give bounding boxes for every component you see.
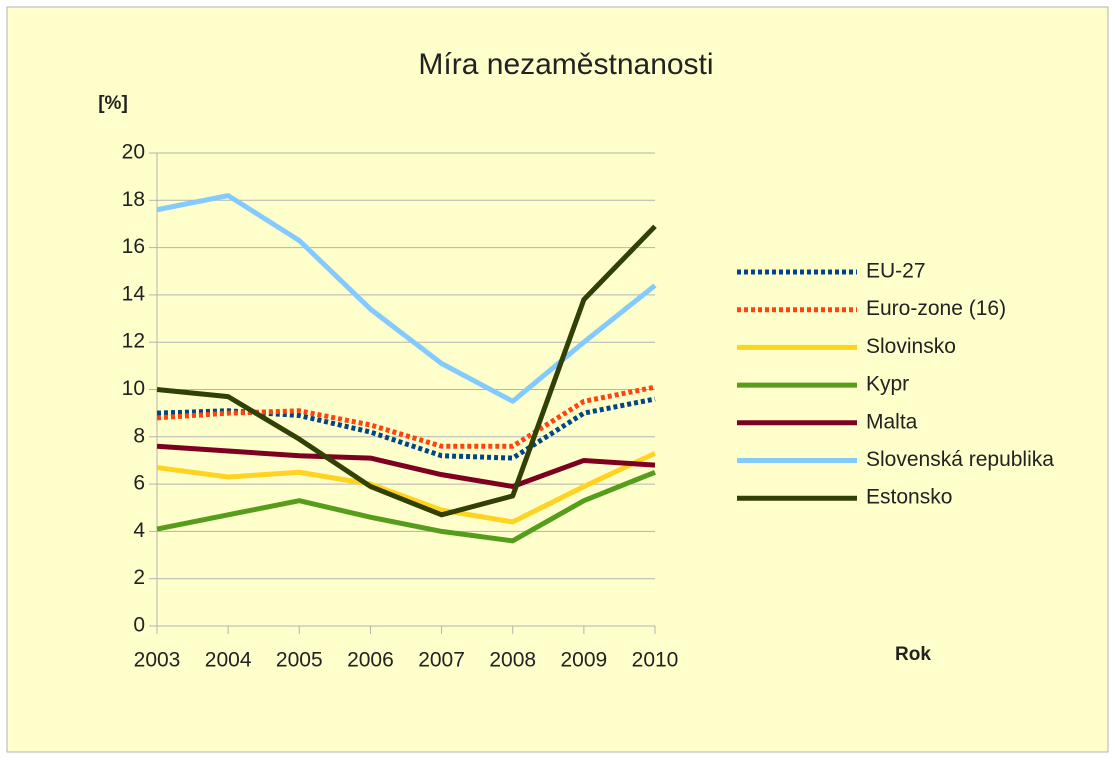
y-tick-label: 20	[122, 141, 145, 164]
x-tick-label: 2008	[489, 649, 536, 672]
legend-label: EU-27	[866, 260, 926, 283]
y-tick-label: 4	[133, 519, 145, 542]
x-tick-label: 2004	[205, 649, 252, 672]
y-tick-label: 2	[133, 566, 145, 589]
y-tick-label: 16	[122, 235, 145, 258]
legend-label: Slovenská republika	[866, 448, 1054, 471]
y-tick-label: 6	[133, 472, 145, 495]
y-axis-label: [%]	[98, 93, 128, 114]
series-line	[156, 396, 656, 461]
x-tick-label: 2003	[134, 649, 181, 672]
series-line	[156, 193, 657, 404]
legend-label: Slovinsko	[866, 335, 956, 358]
y-tick-label: 10	[122, 377, 145, 400]
y-tick-label: 12	[122, 330, 145, 353]
y-tick-label: 14	[122, 282, 146, 305]
legend-label: Estonsko	[866, 486, 952, 509]
x-tick-label: 2005	[276, 649, 323, 672]
legend-label: Malta	[866, 410, 918, 433]
x-axis-label: Rok	[895, 644, 931, 665]
y-tick-label: 18	[122, 188, 145, 211]
y-tick-label: 0	[133, 614, 145, 637]
series-line	[156, 384, 656, 449]
series-line	[156, 469, 656, 544]
x-tick-label: 2007	[418, 649, 465, 672]
chart-title: Míra nezaměstnanosti	[418, 48, 713, 81]
legend-label: Kypr	[866, 373, 909, 396]
x-tick-label: 2009	[560, 649, 607, 672]
legend-label: Euro-zone (16)	[866, 297, 1006, 320]
series-line	[156, 451, 657, 525]
series-line	[156, 224, 657, 518]
x-tick-label: 2010	[632, 649, 679, 672]
series-line	[156, 443, 656, 489]
y-tick-label: 8	[133, 424, 145, 447]
x-tick-label: 2006	[347, 649, 394, 672]
